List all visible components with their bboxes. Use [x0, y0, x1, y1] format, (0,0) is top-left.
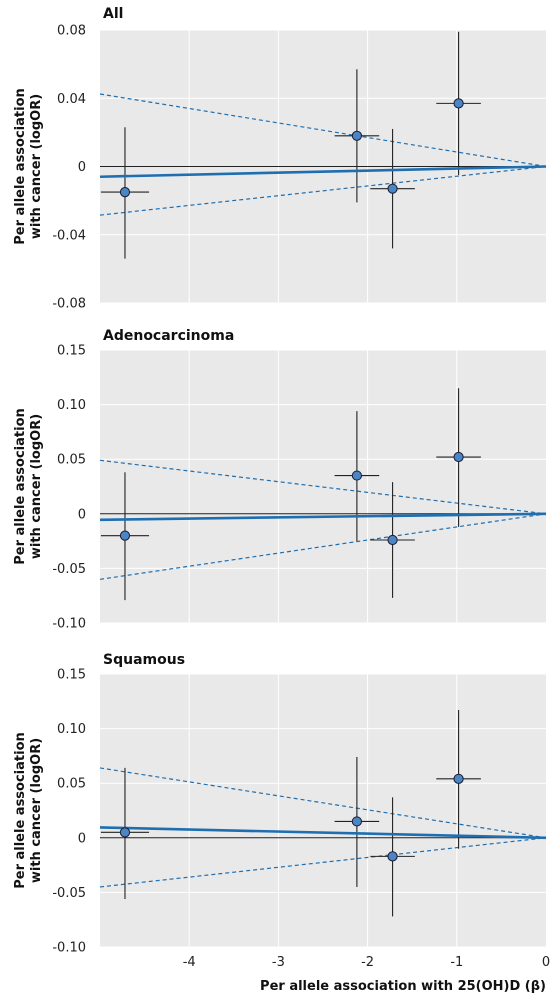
data-point	[387, 183, 398, 194]
ci-dashed-line	[99, 165, 547, 216]
y-axis-label: with cancer (logOR)	[29, 94, 44, 239]
ci-dashed-line	[99, 93, 547, 168]
fit-line	[99, 826, 547, 840]
y-tick-label: -0.10	[52, 941, 86, 956]
y-tick-label: 0.10	[57, 398, 86, 413]
y-tick-label: 0.05	[57, 453, 86, 468]
fit-line	[99, 165, 547, 179]
panel-title: Adenocarcinoma	[103, 328, 234, 344]
data-point	[387, 534, 398, 546]
panel-title: All	[103, 6, 123, 22]
y-axis-label: with cancer (logOR)	[29, 414, 44, 559]
y-tick-label: -0.10	[52, 617, 86, 632]
y-tick-label: 0.05	[57, 777, 86, 792]
y-axis-label: Per allele association	[13, 88, 28, 245]
y-tick-label: 0.15	[57, 668, 86, 683]
y-axis-label: Per allele association	[13, 408, 28, 565]
y-tick-label: 0	[78, 160, 86, 175]
x-tick-label: 0	[542, 955, 550, 970]
x-tick-label: -4	[183, 955, 196, 970]
data-point	[119, 827, 131, 838]
x-tick-label: -3	[272, 955, 285, 970]
data-point	[453, 98, 464, 109]
fit-line	[99, 512, 547, 522]
ci-dashed-line	[99, 459, 547, 515]
data-point	[119, 186, 131, 198]
x-axis-label: Per allele association with 25(OH)D (β)	[260, 979, 546, 994]
data-point	[351, 816, 362, 827]
panel-title: Squamous	[103, 652, 185, 668]
y-tick-label: -0.05	[52, 886, 86, 901]
y-tick-label: 0.10	[57, 722, 86, 737]
ci-dashed-line	[99, 767, 547, 839]
y-tick-label: -0.04	[52, 228, 86, 243]
data-point	[453, 451, 464, 463]
data-point	[387, 851, 398, 862]
y-tick-label: -0.08	[52, 297, 86, 312]
data-point	[351, 470, 362, 481]
x-tick-label: -1	[450, 955, 463, 970]
y-tick-label: 0	[78, 507, 86, 522]
y-tick-label: 0	[78, 831, 86, 846]
y-tick-label: 0.08	[57, 24, 86, 39]
y-axis-label: with cancer (logOR)	[29, 738, 44, 883]
y-tick-label: -0.05	[52, 562, 86, 577]
ci-dashed-line	[99, 837, 547, 888]
ci-dashed-line	[99, 513, 547, 580]
y-tick-label: 0.04	[57, 92, 86, 107]
x-tick-label: -2	[361, 955, 374, 970]
plot-panel-3	[100, 674, 546, 947]
data-point	[351, 130, 362, 141]
data-point	[119, 530, 131, 541]
y-axis-label: Per allele association	[13, 732, 28, 889]
data-point	[453, 773, 464, 784]
y-tick-label: 0.15	[57, 344, 86, 359]
